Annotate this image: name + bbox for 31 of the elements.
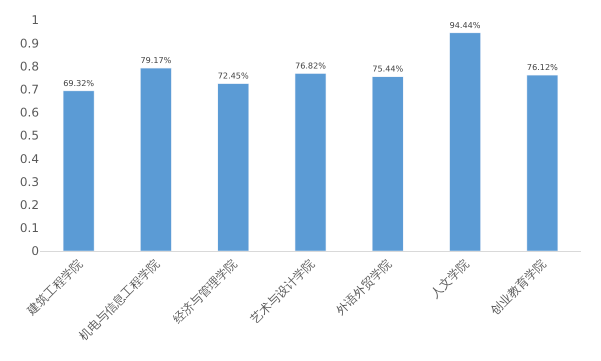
y-tick-label: 1 — [31, 13, 39, 28]
y-tick-label: 0.6 — [20, 106, 39, 120]
y-tick-label: 0.5 — [20, 128, 39, 143]
data-label: 94.44% — [450, 20, 481, 30]
x-tick-label: 建筑工程学院 — [23, 256, 86, 318]
data-label: 79.17% — [140, 55, 172, 66]
data-label: 72.45% — [218, 70, 249, 81]
x-tick-label: 外语外贸学院 — [333, 256, 394, 318]
x-tick-label: 经济与管理学院 — [170, 256, 240, 326]
data-label: 69.32% — [63, 78, 94, 88]
bar — [526, 74, 558, 251]
bar — [218, 83, 249, 251]
y-tick-label: 0.4 — [20, 152, 39, 166]
y-tick-label: 0.1 — [20, 221, 39, 236]
y-tick-label: 0.2 — [20, 198, 39, 212]
x-tick-label: 人文学院 — [428, 256, 472, 301]
y-tick-label: 0.9 — [20, 36, 39, 50]
y-tick-label: 0 — [31, 244, 39, 258]
bar — [140, 68, 172, 251]
y-tick-label: 0.7 — [20, 82, 39, 96]
bar — [372, 76, 404, 251]
bar — [294, 73, 326, 251]
data-label: 76.82% — [295, 60, 326, 71]
bar — [62, 90, 94, 251]
data-label: 76.12% — [526, 62, 558, 72]
y-tick-label: 0.8 — [20, 59, 39, 74]
x-tick-label: 创业教育学院 — [488, 256, 549, 318]
y-tick-label: 0.3 — [20, 174, 39, 189]
x-tick-label: 艺术与设计学院 — [248, 256, 317, 326]
bar — [449, 32, 481, 251]
data-label: 75.44% — [372, 64, 404, 74]
